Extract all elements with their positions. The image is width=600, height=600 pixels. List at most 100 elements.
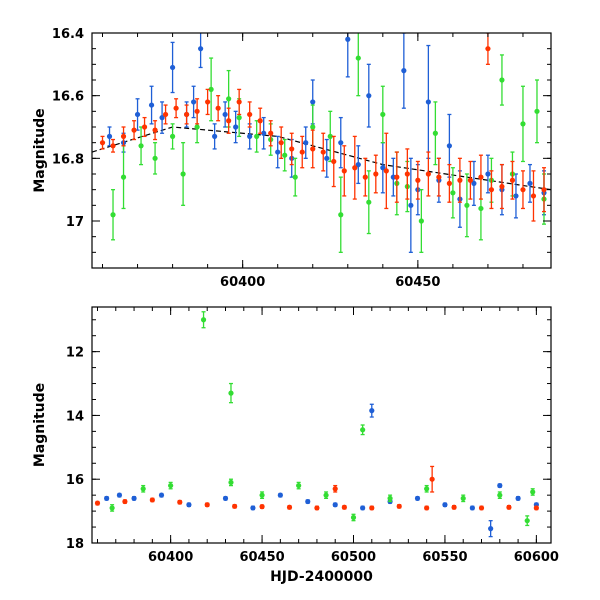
data-point <box>205 99 211 105</box>
data-point <box>303 140 309 146</box>
data-point <box>387 495 393 501</box>
data-point <box>158 492 165 498</box>
data-point <box>152 127 158 133</box>
data-point <box>247 111 253 118</box>
data-point <box>140 486 146 492</box>
data-point <box>478 505 485 511</box>
data-point <box>506 504 512 510</box>
data-point <box>169 64 176 71</box>
data-point <box>247 133 253 139</box>
data-point <box>268 130 274 136</box>
trend-line <box>92 126 551 191</box>
y-tick-label: 14 <box>66 409 84 424</box>
plot-area <box>92 33 551 253</box>
data-point <box>380 165 386 171</box>
data-point <box>200 317 207 323</box>
x-tick-label: 60400 <box>220 275 265 290</box>
data-point <box>332 486 338 492</box>
data-point <box>530 193 537 199</box>
data-point <box>233 124 239 130</box>
data-point <box>432 130 438 136</box>
data-point <box>499 77 505 83</box>
data-point <box>208 86 214 92</box>
y-tick-label: 16.6 <box>52 90 84 105</box>
data-point <box>324 155 330 161</box>
plot-frame <box>91 32 552 269</box>
data-point <box>191 99 197 105</box>
data-point <box>159 115 165 121</box>
data-point <box>520 187 526 193</box>
data-point <box>446 180 452 186</box>
plot-frame <box>91 306 552 544</box>
data-point <box>345 36 351 42</box>
data-point <box>278 140 284 146</box>
y-axis-label: Magnitude <box>32 383 48 467</box>
data-point <box>341 168 347 174</box>
data-point <box>152 155 158 161</box>
data-point <box>94 500 101 506</box>
data-point <box>212 133 218 139</box>
data-point <box>332 502 338 508</box>
data-point <box>366 199 372 205</box>
data-point <box>369 408 375 414</box>
x-tick-label: 60500 <box>331 550 376 565</box>
data-point <box>499 183 505 190</box>
data-point <box>110 143 116 149</box>
data-point <box>369 505 375 511</box>
data-point <box>116 492 123 498</box>
data-point <box>533 505 539 511</box>
series-2 <box>99 33 547 222</box>
y-axis-label: Magnitude <box>32 108 48 192</box>
data-point <box>236 99 242 105</box>
data-point <box>460 495 466 501</box>
data-point <box>314 505 320 511</box>
data-point <box>418 218 424 224</box>
x-tick-label: 60400 <box>148 550 193 565</box>
data-point <box>415 177 421 183</box>
data-point <box>177 499 183 505</box>
data-point <box>478 205 484 212</box>
data-point <box>360 427 366 433</box>
data-point <box>289 146 295 152</box>
bottom-panel: 60400 60450 60500 60550 60600 12 14 16 18 Magnitu… <box>32 306 559 585</box>
data-point <box>488 526 494 532</box>
data-point <box>186 502 192 508</box>
data-point <box>250 505 256 511</box>
x-axis-label: HJD-2400000 <box>270 569 373 585</box>
data-point <box>236 115 242 121</box>
data-point <box>457 177 463 183</box>
data-point <box>110 212 116 218</box>
data-point <box>442 502 448 508</box>
data-point <box>451 504 457 510</box>
data-point <box>404 171 410 177</box>
data-point <box>424 486 430 492</box>
data-point <box>228 479 234 486</box>
data-point <box>478 174 484 180</box>
data-point <box>310 124 316 130</box>
data-point <box>222 495 229 501</box>
data-point <box>341 504 347 510</box>
x-tick-label: 60550 <box>422 550 467 565</box>
data-point <box>485 46 491 52</box>
data-point <box>120 133 127 139</box>
top-panel: 60400 60450 16.4 16.6 16.8 17 Magnitude <box>32 27 552 290</box>
data-point <box>320 149 326 155</box>
data-point <box>99 140 106 146</box>
data-point <box>401 68 407 74</box>
data-point <box>509 177 516 183</box>
data-point <box>131 495 137 501</box>
data-point <box>296 482 302 489</box>
data-point <box>327 133 333 139</box>
data-point <box>383 168 389 174</box>
data-point <box>497 482 503 489</box>
data-point <box>259 492 265 498</box>
y-tick-label: 16 <box>66 473 84 488</box>
data-point <box>173 105 179 111</box>
x-tick-label: 60450 <box>239 550 284 565</box>
plot-area <box>94 311 539 538</box>
data-point <box>485 171 491 177</box>
data-point <box>464 202 470 208</box>
data-point <box>425 171 431 177</box>
data-point <box>286 504 293 510</box>
